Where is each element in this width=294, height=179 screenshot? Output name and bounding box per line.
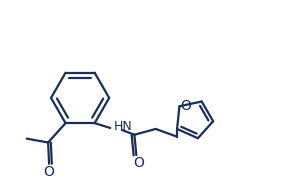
Text: O: O — [180, 99, 191, 113]
Text: O: O — [133, 156, 144, 170]
Text: HN: HN — [114, 120, 133, 134]
Text: O: O — [44, 165, 54, 179]
